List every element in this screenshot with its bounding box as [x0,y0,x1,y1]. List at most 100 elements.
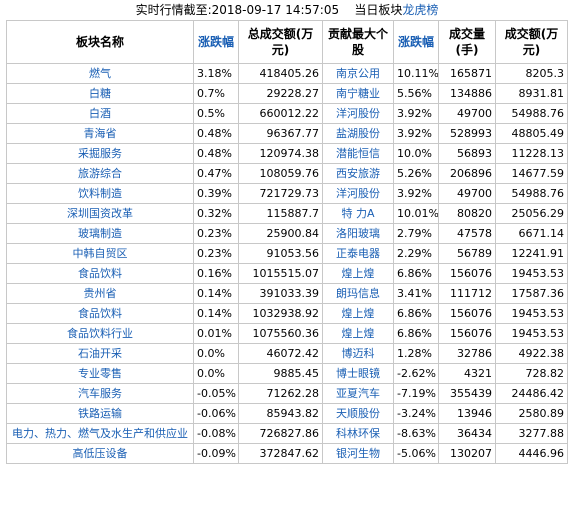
cell: -0.09% [193,443,239,464]
stock-name[interactable]: 博迈科 [322,343,394,364]
sector-name[interactable]: 电力、热力、燃气及水生产和供应业 [6,423,194,444]
cell: 6.86% [393,303,439,324]
sector-name[interactable]: 白糖 [6,83,194,104]
sector-name[interactable]: 深圳国资改革 [6,203,194,224]
stock-name[interactable]: 洋河股份 [322,183,394,204]
table-row: 食品饮料 0.16% 1015515.07 煌上煌 6.86% 156076 19453.5… [6,263,568,284]
stock-name[interactable]: 南宁糖业 [322,83,394,104]
sector-name[interactable]: 青海省 [6,123,194,144]
stock-name[interactable]: 亚夏汽车 [322,383,394,404]
stock-name[interactable]: 盐湖股份 [322,123,394,144]
table-row: 专业零售 0.0% 9885.45 博士眼镜 -2.62% 4321 728.82 [6,363,568,384]
cell: 418405.26 [238,63,323,84]
cell: 0.23% [193,243,239,264]
board-link[interactable]: 龙虎榜 [402,3,439,17]
sector-name[interactable]: 高低压设备 [6,443,194,464]
stock-name[interactable]: 银河生物 [322,443,394,464]
sector-name[interactable]: 旅游综合 [6,163,194,184]
stock-name[interactable]: 正泰电器 [322,243,394,264]
cell: 130207 [438,443,496,464]
column-header: 板块名称 [6,20,194,64]
sector-name[interactable]: 中韩自贸区 [6,243,194,264]
cell: 0.7% [193,83,239,104]
stock-name[interactable]: 洋河股份 [322,103,394,124]
cell: 19453.53 [495,263,568,284]
cell: 12241.91 [495,243,568,264]
sector-name[interactable]: 铁路运输 [6,403,194,424]
cell: 29228.27 [238,83,323,104]
cell: 71262.28 [238,383,323,404]
sector-name[interactable]: 白酒 [6,103,194,124]
sector-name[interactable]: 食品饮料行业 [6,323,194,344]
table-row: 高低压设备 -0.09% 372847.62 银河生物 -5.06% 130207 4446… [6,443,568,464]
stock-name[interactable]: 博士眼镜 [322,363,394,384]
cell: 1.28% [393,343,439,364]
cell: 528993 [438,123,496,144]
cell: 17587.36 [495,283,568,304]
title-bar: 实时行情截至:2018-09-17 14:57:05 当日板块龙虎榜 [0,0,574,20]
stock-name[interactable]: 特 力A [322,203,394,224]
cell: 8205.3 [495,63,568,84]
cell: 0.0% [193,343,239,364]
table-row: 石油开采 0.0% 46072.42 博迈科 1.28% 32786 4922.38 [6,343,568,364]
stock-name[interactable]: 煌上煌 [322,303,394,324]
cell: 11228.13 [495,143,568,164]
cell: 80820 [438,203,496,224]
stock-name[interactable]: 煌上煌 [322,323,394,344]
header-row: 板块名称 涨跌幅 总成交额(万元) 贡献最大个股 涨跌幅 成交量(手) 成交额(万元) [6,20,568,64]
table-row: 贵州省 0.14% 391033.39 朗玛信息 3.41% 111712 17587.36 [6,283,568,304]
cell: 115887.7 [238,203,323,224]
sector-name[interactable]: 专业零售 [6,363,194,384]
cell: 6.86% [393,323,439,344]
stock-name[interactable]: 西安旅游 [322,163,394,184]
table-row: 饮料制造 0.39% 721729.73 洋河股份 3.92% 49700 54988.76 [6,183,568,204]
table-row: 白酒 0.5% 660012.22 洋河股份 3.92% 49700 54988.76 [6,103,568,124]
stock-name[interactable]: 洛阳玻璃 [322,223,394,244]
cell: 372847.62 [238,443,323,464]
sector-name[interactable]: 燃气 [6,63,194,84]
cell: 728.82 [495,363,568,384]
cell: 156076 [438,323,496,344]
sector-name[interactable]: 食品饮料 [6,303,194,324]
cell: 56789 [438,243,496,264]
table-body: 燃气 3.18% 418405.26 南京公用 10.11% 165871 8205.3 白糖… [6,63,568,464]
cell: -3.24% [393,403,439,424]
column-header: 总成交额(万元) [238,20,323,64]
cell: 120974.38 [238,143,323,164]
table-row: 深圳国资改革 0.32% 115887.7 特 力A 10.01% 80820 25056.… [6,203,568,224]
sector-name[interactable]: 食品饮料 [6,263,194,284]
sector-name[interactable]: 石油开采 [6,343,194,364]
stock-name[interactable]: 科林环保 [322,423,394,444]
stock-name[interactable]: 朗玛信息 [322,283,394,304]
stock-name[interactable]: 南京公用 [322,63,394,84]
cell: 8931.81 [495,83,568,104]
cell: 49700 [438,103,496,124]
cell: -5.06% [393,443,439,464]
cell: 3.92% [393,103,439,124]
cell: 10.01% [393,203,439,224]
stock-name[interactable]: 煌上煌 [322,263,394,284]
stock-name[interactable]: 天顺股份 [322,403,394,424]
cell: 14677.59 [495,163,568,184]
sector-name[interactable]: 贵州省 [6,283,194,304]
cell: 4446.96 [495,443,568,464]
cell: 0.48% [193,123,239,144]
sector-name[interactable]: 采掘服务 [6,143,194,164]
cell: 0.14% [193,283,239,304]
cell: 134886 [438,83,496,104]
cell: 156076 [438,263,496,284]
table-row: 青海省 0.48% 96367.77 盐湖股份 3.92% 528993 48805.49 [6,123,568,144]
table-row: 电力、热力、燃气及水生产和供应业 -0.08% 726827.86 科林环保 -8.63… [6,423,568,444]
stock-name[interactable]: 潜能恒信 [322,143,394,164]
table-row: 燃气 3.18% 418405.26 南京公用 10.11% 165871 8205.3 [6,63,568,84]
sector-name[interactable]: 饮料制造 [6,183,194,204]
cell: 9885.45 [238,363,323,384]
cell: 13946 [438,403,496,424]
cell: 0.0% [193,363,239,384]
cell: -0.06% [193,403,239,424]
sector-name[interactable]: 玻璃制造 [6,223,194,244]
sector-name[interactable]: 汽车服务 [6,383,194,404]
cell: 25056.29 [495,203,568,224]
column-header: 涨跌幅 [193,20,239,64]
cell: 3.18% [193,63,239,84]
